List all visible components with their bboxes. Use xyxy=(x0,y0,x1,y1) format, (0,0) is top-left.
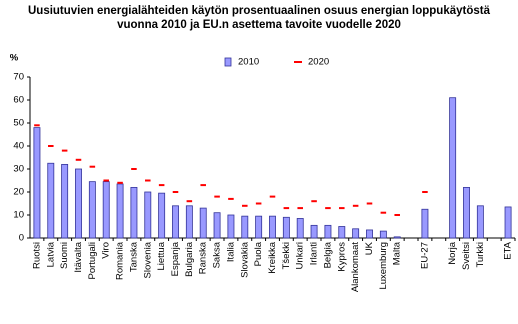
x-tick-label: Slovenia xyxy=(142,241,153,278)
bar xyxy=(421,208,429,239)
y-tick-label: 40 xyxy=(13,141,24,152)
legend-label: 2020 xyxy=(308,57,329,68)
bar xyxy=(366,229,373,239)
bar xyxy=(88,181,96,239)
bar xyxy=(144,191,152,239)
x-tick-label: ETA xyxy=(503,241,514,259)
bar xyxy=(61,163,69,239)
y-tick-label: 60 xyxy=(13,95,24,106)
x-tick-label: UK xyxy=(364,241,375,255)
bar xyxy=(393,236,401,239)
bar xyxy=(352,228,360,239)
x-tick-label: Portugali xyxy=(87,242,98,280)
legend-swatch xyxy=(224,57,232,67)
chart-title: Uusiutuvien energialähteiden käytön pros… xyxy=(28,5,491,17)
bar xyxy=(269,215,276,239)
x-tick-label: Tšekki xyxy=(281,242,292,269)
x-tick-label: Ruotsi xyxy=(31,242,42,269)
x-tick-label: Italia xyxy=(225,241,236,262)
x-tick-label: EU-27 xyxy=(419,242,430,269)
bar xyxy=(213,212,221,239)
bar xyxy=(324,224,332,239)
x-tick-label: Kreikka xyxy=(267,241,278,273)
x-tick-label: Sveitsi xyxy=(461,242,472,270)
bar xyxy=(102,181,110,239)
bar xyxy=(504,206,512,239)
bar xyxy=(282,216,290,239)
x-tick-label: Itävalta xyxy=(73,241,84,272)
bar xyxy=(172,205,179,239)
bar xyxy=(310,224,318,239)
bar xyxy=(199,207,207,239)
legend-label: 2010 xyxy=(238,57,259,68)
x-tick-label: Puola xyxy=(253,241,264,266)
x-tick-label: Latvia xyxy=(45,241,56,267)
x-tick-label: Malta xyxy=(392,241,403,265)
y-tick-label: 0 xyxy=(19,233,24,244)
bar xyxy=(476,205,484,239)
bar xyxy=(379,230,387,239)
x-tick-label: Luxemburg xyxy=(378,242,389,290)
x-tick-label: Romania xyxy=(115,241,126,280)
bar xyxy=(227,214,235,239)
y-tick-label: 70 xyxy=(13,72,24,83)
x-tick-label: Norja xyxy=(447,241,458,264)
bar xyxy=(130,186,138,239)
bar xyxy=(47,162,55,239)
bar xyxy=(158,192,166,239)
x-tick-label: Irlanti xyxy=(309,242,320,265)
x-tick-label: Belgia xyxy=(322,241,333,268)
y-tick-label: 10 xyxy=(13,210,24,221)
y-axis-label: % xyxy=(10,53,19,64)
x-tick-label: Saksa xyxy=(212,241,223,268)
x-tick-label: Kypros xyxy=(336,242,347,272)
x-tick-label: Bulgaria xyxy=(184,241,195,277)
x-tick-label: Alankomaat xyxy=(350,242,361,293)
bar xyxy=(116,183,124,239)
bar xyxy=(33,127,41,239)
bar xyxy=(75,168,82,239)
x-tick-label: Viro xyxy=(101,242,112,259)
bar xyxy=(296,218,304,239)
x-tick-label: Slovakia xyxy=(239,241,250,278)
bar xyxy=(449,97,457,239)
bar xyxy=(463,186,470,239)
chart-title: vuonna 2010 ja EU.n asettema tavoite vuo… xyxy=(117,19,401,31)
bar xyxy=(338,226,346,239)
bar xyxy=(185,205,193,239)
x-tick-label: Liettua xyxy=(156,241,167,270)
y-tick-label: 20 xyxy=(13,187,24,198)
x-tick-label: Ranska xyxy=(198,241,209,274)
bar xyxy=(255,215,263,239)
y-tick-label: 50 xyxy=(13,118,24,129)
x-tick-label: Tanska xyxy=(128,241,139,272)
x-tick-label: Espanja xyxy=(170,241,181,276)
x-tick-label: Suomi xyxy=(59,242,70,269)
x-tick-label: Turkki xyxy=(475,242,486,268)
x-tick-label: Unkari xyxy=(295,242,306,269)
bar xyxy=(241,215,249,239)
y-tick-label: 30 xyxy=(13,164,24,175)
